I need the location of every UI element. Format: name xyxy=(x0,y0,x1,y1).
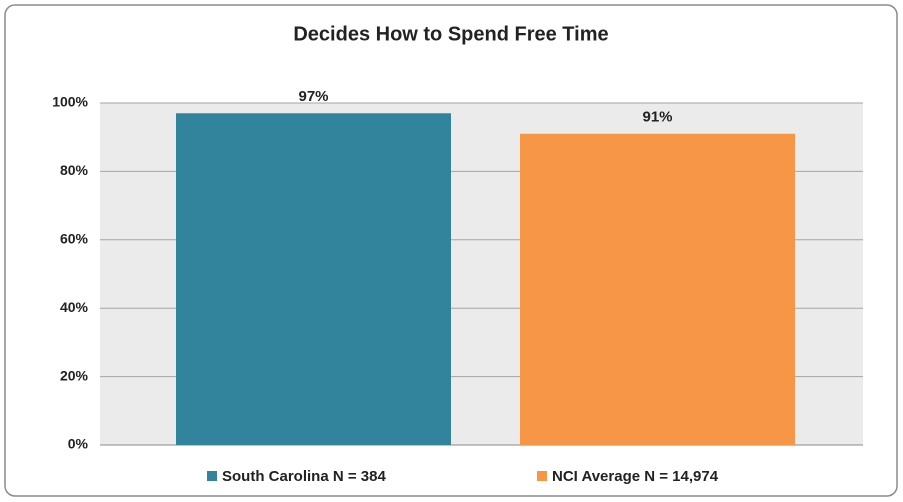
value-label: 91% xyxy=(642,109,672,126)
value-label: 97% xyxy=(298,88,328,105)
y-tick-label: 80% xyxy=(60,162,89,178)
bar xyxy=(520,133,795,445)
legend-swatch xyxy=(537,471,547,481)
bar xyxy=(176,113,451,445)
y-tick-label: 40% xyxy=(60,299,89,315)
y-tick-label: 60% xyxy=(60,231,89,247)
legend-swatch xyxy=(207,471,217,481)
chart-title: Decides How to Spend Free Time xyxy=(293,23,608,45)
legend-label: South Carolina N = 384 xyxy=(222,468,386,485)
y-tick-label: 20% xyxy=(60,367,89,383)
legend-label: NCI Average N = 14,974 xyxy=(552,468,719,485)
y-tick-label: 0% xyxy=(68,436,89,452)
y-tick-label: 100% xyxy=(52,94,88,110)
